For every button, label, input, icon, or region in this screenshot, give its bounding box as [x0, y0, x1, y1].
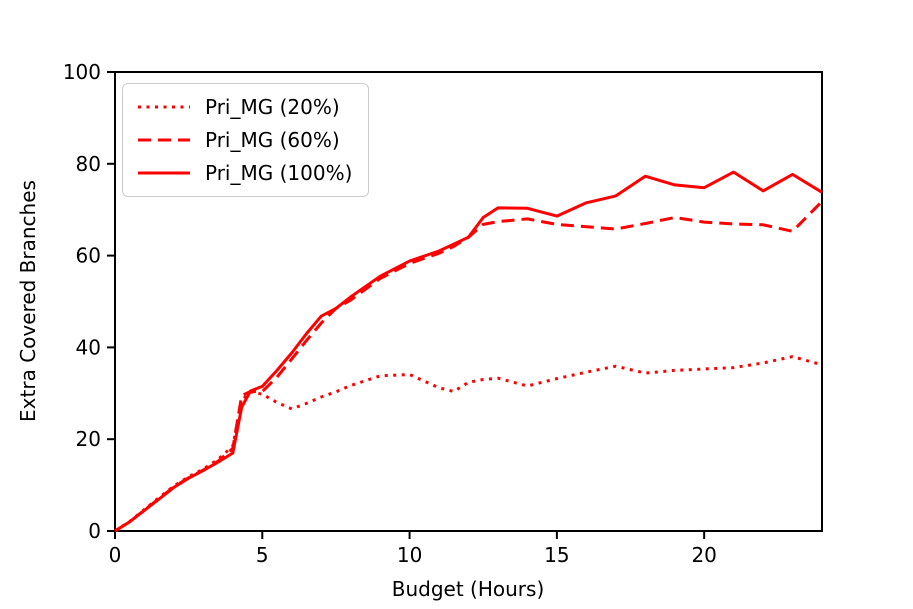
y-tick-label: 40	[76, 335, 101, 359]
legend-item-100pct: Pri_MG (100%)	[137, 160, 352, 186]
legend-item-60pct: Pri_MG (60%)	[137, 127, 352, 153]
x-tick-label: 10	[397, 543, 422, 567]
x-tick-label: 15	[544, 543, 569, 567]
series-line-dotted	[114, 355, 823, 533]
x-tick-label: 0	[109, 543, 122, 567]
legend-label-20pct: Pri_MG (20%)	[205, 95, 340, 119]
y-tick-label: 0	[88, 519, 101, 543]
legend-label-100pct: Pri_MG (100%)	[205, 161, 353, 185]
series-line-solid	[114, 170, 823, 533]
y-tick-label: 80	[76, 152, 101, 176]
x-tick-label: 5	[256, 543, 269, 567]
legend-line-dashed-icon	[138, 138, 190, 142]
legend-item-20pct: Pri_MG (20%)	[137, 94, 352, 120]
y-tick-label: 100	[63, 60, 101, 84]
y-axis-label: Extra Covered Branches	[16, 180, 40, 422]
y-tick-label: 20	[76, 427, 101, 451]
legend-line-dotted-icon	[138, 105, 190, 109]
legend-label-60pct: Pri_MG (60%)	[205, 128, 340, 152]
legend: Pri_MG (20%) Pri_MG (60%) Pri_MG (100%)	[122, 83, 370, 197]
series-line-dashed	[114, 200, 824, 533]
axes-frame	[114, 71, 823, 532]
legend-line-solid-icon	[138, 171, 190, 175]
x-axis-label: Budget (Hours)	[391, 577, 545, 601]
x-tick-label: 20	[691, 543, 716, 567]
y-tick-label: 60	[76, 244, 101, 268]
